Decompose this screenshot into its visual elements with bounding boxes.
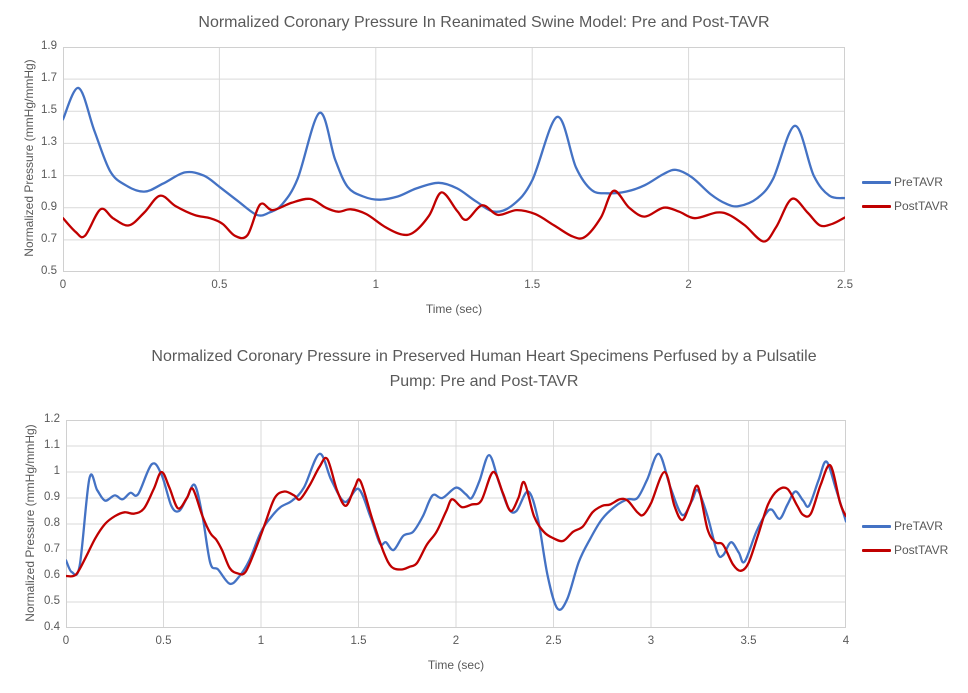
legend-label-posttavr: PostTAVR [894,543,949,557]
x-axis-tick-label: 0 [59,279,67,291]
human-x-axis-title: Time (sec) [427,658,485,672]
swine-legend: PreTAVR PostTAVR [862,174,948,222]
legend-item-pretavr: PreTAVR [862,518,948,534]
y-axis-tick-label: 1.2 [44,413,60,425]
pretavr-line-swatch-icon [862,180,891,184]
y-axis-tick-label: 0.6 [44,569,60,581]
human-chart-title-line-1: Normalized Coronary Pressure in Preserve… [151,348,817,365]
chart-canvas [61,46,847,273]
y-axis-tick-label: 1.9 [41,40,57,52]
y-axis-tick-label: 0.8 [44,517,60,529]
x-axis-tick-label: 2 [685,279,692,291]
swine-chart-title-line: Normalized Coronary Pressure In Reanimat… [198,14,770,31]
x-axis-tick-label: 1.5 [524,279,541,291]
human-plot-area [64,419,848,629]
y-axis-tick-label: 0.5 [41,265,57,277]
human-legend: PreTAVR PostTAVR [862,518,948,566]
x-axis-tick-label: 1.5 [350,635,367,647]
x-axis-tick-label: 0.5 [155,635,172,647]
swine-plot-area [61,46,847,273]
y-axis-tick-label: 1.7 [41,72,57,85]
series-line-pretavr [61,86,847,217]
x-axis-tick-label: 4 [842,635,850,647]
posttavr-line-swatch-icon [862,548,891,552]
x-axis-tick-label: 1 [372,279,379,291]
chart-canvas [64,419,848,629]
legend-label-posttavr: PostTAVR [894,199,949,213]
y-axis-tick-label: 0.9 [44,491,60,503]
x-axis-tick-label: 3 [647,635,655,647]
y-axis-tick-label: 1.1 [44,439,60,451]
legend-label-pretavr: PreTAVR [894,519,943,533]
y-axis-tick-label: 1.1 [41,168,57,181]
pretavr-line-swatch-icon [862,524,891,528]
x-axis-tick-label: 2.5 [545,635,562,647]
x-axis-tick-label: 0.5 [211,279,228,291]
y-axis-tick-label: 0.9 [41,200,57,213]
human-chart-title-line-2: Pump: Pre and Post-TAVR [389,373,579,390]
plot-border [63,47,845,272]
x-axis-tick-label: 2.5 [837,279,853,291]
y-axis-tick-label: 0.4 [44,621,60,633]
y-axis-tick-label: 1.5 [41,104,57,117]
series-line-posttavr [61,189,847,243]
x-axis-tick-label: 2 [452,635,460,647]
human-chart-title: Normalized Coronary Pressure in Preserve… [0,344,968,394]
y-axis-tick-label: 0.7 [41,232,57,245]
legend-item-posttavr: PostTAVR [862,198,948,214]
legend-item-posttavr: PostTAVR [862,542,948,558]
y-axis-tick-label: 1 [53,465,60,477]
x-axis-tick-label: 3.5 [740,635,757,647]
swine-y-axis-title: Normalized Pressure (mmHg/mmHg) [22,59,36,257]
legend-label-pretavr: PreTAVR [894,175,943,189]
x-axis-tick-label: 0 [62,635,70,647]
plot-border [66,420,846,628]
x-axis-tick-label: 1 [257,635,265,647]
swine-chart-title: Normalized Coronary Pressure In Reanimat… [0,10,968,35]
y-axis-tick-label: 0.7 [44,543,60,555]
y-axis-tick-label: 0.5 [44,595,60,607]
posttavr-line-swatch-icon [862,204,891,208]
y-axis-tick-label: 1.3 [41,136,57,149]
series-line-posttavr [64,456,848,578]
legend-item-pretavr: PreTAVR [862,174,948,190]
swine-x-axis-title: Time (sec) [425,302,483,316]
